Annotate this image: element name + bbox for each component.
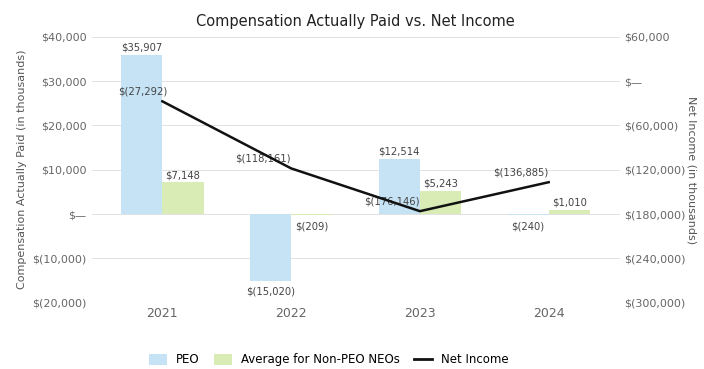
Text: $(209): $(209) xyxy=(295,221,328,231)
Text: $(15,020): $(15,020) xyxy=(246,287,295,297)
Y-axis label: Compensation Actually Paid (in thousands): Compensation Actually Paid (in thousands… xyxy=(17,50,27,290)
Text: $(118,161): $(118,161) xyxy=(235,153,291,163)
Net Income xyxy=(287,166,296,170)
Text: $(136,885): $(136,885) xyxy=(493,167,548,177)
Y-axis label: Net Income (in thousands): Net Income (in thousands) xyxy=(687,96,697,244)
Legend: PEO, Average for Non-PEO NEOs, Net Income: PEO, Average for Non-PEO NEOs, Net Incom… xyxy=(144,349,514,369)
Text: $1,010: $1,010 xyxy=(552,197,586,207)
Net Income xyxy=(158,99,167,104)
Bar xyxy=(420,191,461,214)
Text: $5,243: $5,243 xyxy=(423,179,458,189)
Text: $7,148: $7,148 xyxy=(165,170,201,180)
Net Income xyxy=(415,209,424,213)
Title: Compensation Actually Paid vs. Net Income: Compensation Actually Paid vs. Net Incom… xyxy=(196,14,515,29)
Bar xyxy=(291,214,332,215)
Text: $(176,146): $(176,146) xyxy=(364,196,420,206)
Text: $35,907: $35,907 xyxy=(121,43,163,53)
Text: $12,514: $12,514 xyxy=(379,146,420,156)
Bar xyxy=(508,214,548,215)
Text: $(27,292): $(27,292) xyxy=(118,86,168,96)
Net Income xyxy=(544,180,553,184)
Text: $(240): $(240) xyxy=(512,221,545,231)
Bar xyxy=(548,210,590,214)
Bar xyxy=(250,214,291,280)
Bar xyxy=(121,55,163,214)
Line: Net Income: Net Income xyxy=(163,101,548,211)
Bar xyxy=(163,182,203,214)
Bar xyxy=(379,159,420,214)
